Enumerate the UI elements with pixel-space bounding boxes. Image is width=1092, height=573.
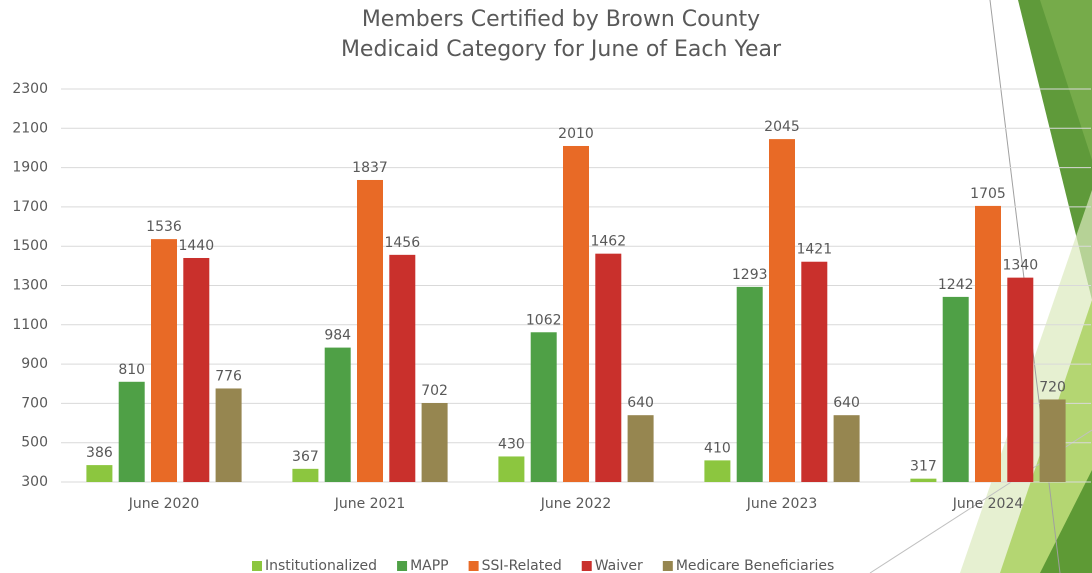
bar xyxy=(1039,399,1066,482)
value-label: 1462 xyxy=(590,234,626,250)
y-tick-label: 2300 xyxy=(12,81,48,97)
value-label: 2045 xyxy=(764,119,800,135)
bar xyxy=(769,139,795,483)
bar xyxy=(1007,277,1034,482)
bar xyxy=(357,179,383,483)
y-tick-label: 900 xyxy=(21,356,48,372)
bar xyxy=(627,415,654,482)
value-label: 1340 xyxy=(1002,258,1038,274)
bar xyxy=(530,332,557,482)
bar xyxy=(595,253,622,482)
value-label: 984 xyxy=(324,328,351,344)
value-label: 2010 xyxy=(558,126,594,142)
bar xyxy=(910,478,937,482)
bar xyxy=(324,347,351,482)
bar xyxy=(563,145,589,483)
y-tick-label: 1100 xyxy=(12,317,48,333)
bar xyxy=(292,468,319,482)
value-label: 702 xyxy=(421,383,448,399)
value-label: 317 xyxy=(910,459,937,475)
x-tick-label: June 2023 xyxy=(746,496,818,512)
legend-swatch xyxy=(397,561,408,571)
chart-title: Members Certified by Brown County xyxy=(362,7,760,32)
bar xyxy=(942,296,969,482)
value-label: 1062 xyxy=(526,312,562,328)
bar xyxy=(498,456,525,482)
legend-label: Institutionalized xyxy=(265,558,377,573)
value-label: 367 xyxy=(292,449,319,465)
bar xyxy=(151,239,177,482)
value-label: 1456 xyxy=(384,235,420,251)
chart-title: Medicaid Category for June of Each Year xyxy=(341,37,782,62)
legend-swatch xyxy=(468,561,479,571)
bar xyxy=(801,261,828,482)
bar xyxy=(736,286,763,482)
value-label: 640 xyxy=(833,395,860,411)
x-tick-label: June 2020 xyxy=(128,496,200,512)
y-tick-label: 1700 xyxy=(12,199,48,215)
value-label: 776 xyxy=(215,368,242,384)
legend-swatch xyxy=(662,561,673,571)
legend-swatch xyxy=(252,561,262,571)
x-tick-label: June 2024 xyxy=(952,496,1024,512)
legend-label: MAPP xyxy=(410,558,449,573)
bar xyxy=(975,205,1001,483)
value-label: 1536 xyxy=(146,219,182,235)
legend-label: Medicare Beneficiaries xyxy=(676,558,835,573)
legend-label: Waiver xyxy=(595,558,643,573)
value-label: 1293 xyxy=(732,267,768,283)
y-tick-label: 1900 xyxy=(12,160,48,176)
bar xyxy=(704,460,731,482)
bar xyxy=(389,254,416,482)
y-tick-label: 1300 xyxy=(12,278,48,294)
value-label: 386 xyxy=(86,445,113,461)
value-label: 1837 xyxy=(352,160,388,176)
bar xyxy=(215,388,242,482)
value-label: 1242 xyxy=(938,277,974,293)
y-tick-label: 500 xyxy=(21,435,48,451)
bar xyxy=(421,403,448,482)
decor-triangle xyxy=(1040,0,1092,160)
value-label: 1705 xyxy=(970,186,1006,202)
y-tick-label: 2100 xyxy=(12,120,48,136)
value-label: 720 xyxy=(1039,379,1066,395)
x-tick-label: June 2021 xyxy=(334,496,406,512)
value-label: 640 xyxy=(627,395,654,411)
value-label: 430 xyxy=(498,436,525,452)
y-tick-label: 700 xyxy=(21,395,48,411)
value-label: 1421 xyxy=(796,242,832,258)
value-label: 410 xyxy=(704,440,731,456)
legend-swatch xyxy=(581,561,592,571)
value-label: 810 xyxy=(118,362,145,378)
legend-label: SSI-Related xyxy=(482,558,562,573)
bar xyxy=(86,465,113,482)
x-tick-label: June 2022 xyxy=(540,496,612,512)
value-label: 1440 xyxy=(178,238,214,254)
y-tick-label: 1500 xyxy=(12,238,48,254)
decor-triangle xyxy=(1040,470,1092,573)
bar xyxy=(118,381,145,482)
bar xyxy=(183,257,210,482)
bar xyxy=(833,415,860,482)
y-tick-label: 300 xyxy=(21,474,48,490)
